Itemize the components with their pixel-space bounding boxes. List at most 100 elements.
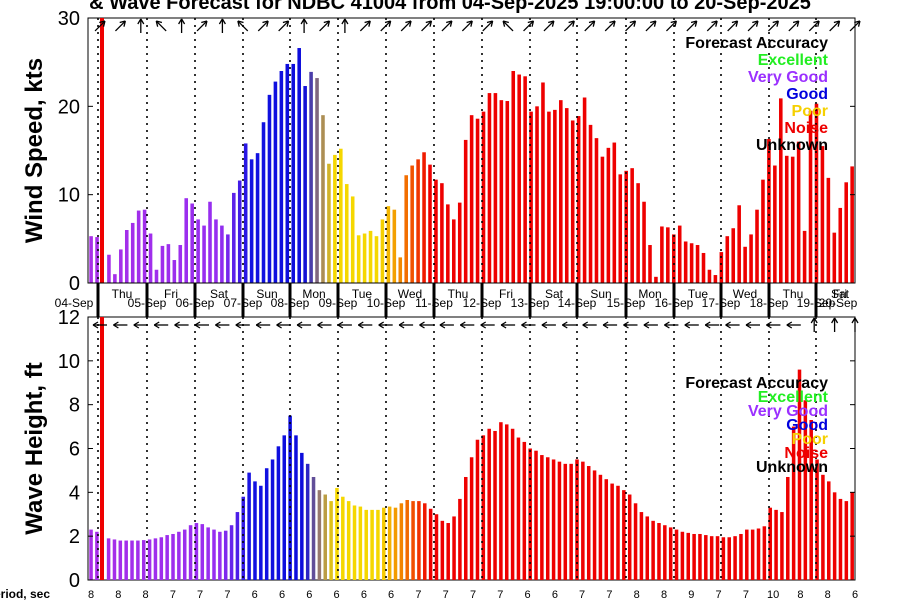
direction-arrow	[829, 20, 841, 32]
bar	[633, 503, 638, 580]
arrow-head	[439, 321, 446, 329]
bar	[581, 461, 585, 580]
direction-arrow	[459, 321, 475, 329]
day-name: Sat	[545, 287, 564, 301]
bar	[698, 533, 702, 580]
bar	[674, 529, 679, 580]
bar	[767, 139, 771, 283]
legend-entry: Poor	[792, 431, 828, 448]
bar	[428, 164, 432, 283]
bar	[686, 532, 690, 580]
bar	[762, 526, 767, 580]
arrow-head	[300, 18, 308, 25]
bar	[827, 481, 831, 581]
bar	[398, 257, 403, 283]
day-divider	[814, 283, 818, 317]
direction-arrow	[684, 321, 699, 329]
bar	[791, 426, 796, 580]
bar	[288, 415, 292, 581]
y-tick-label: 10	[58, 351, 80, 373]
period-value: 7	[415, 589, 421, 600]
arrow-head	[831, 317, 839, 324]
bar	[321, 115, 325, 283]
direction-arrow	[215, 321, 230, 329]
period-label: Period, sec	[0, 587, 50, 600]
arrow-shaft	[767, 20, 779, 32]
bar	[481, 111, 486, 283]
arrow-head	[337, 321, 344, 329]
y-tick-label: 0	[69, 273, 80, 295]
bar	[153, 538, 158, 580]
arrow-shaft	[584, 20, 596, 32]
day-date: 08-Sep	[271, 296, 310, 310]
arrow-head	[405, 20, 412, 27]
y-tick-label: 20	[58, 96, 80, 118]
direction-arrow	[237, 20, 249, 32]
bar	[446, 523, 450, 580]
direction-arrow	[341, 18, 349, 33]
bar	[564, 108, 569, 283]
arrow-shaft	[502, 20, 514, 32]
bar	[452, 219, 456, 283]
day-name: Wed	[733, 287, 757, 301]
bar	[267, 94, 272, 283]
bar	[270, 459, 275, 580]
bar	[838, 207, 843, 283]
bar	[657, 523, 661, 580]
bar	[737, 205, 741, 283]
bar	[598, 474, 603, 580]
bar	[294, 435, 298, 580]
arrow-shaft	[808, 20, 820, 32]
bar	[434, 514, 439, 580]
arrow-shaft	[155, 20, 167, 32]
direction-arrow	[194, 321, 209, 329]
period-value: 7	[224, 589, 230, 600]
bar	[399, 503, 404, 580]
bar	[551, 459, 556, 580]
bar	[323, 494, 327, 580]
arrow-head	[609, 20, 616, 27]
bar	[517, 74, 521, 283]
bar	[166, 244, 171, 283]
bar	[475, 439, 480, 580]
day-date: 07-Sep	[224, 296, 263, 310]
arrow-head	[854, 20, 861, 27]
direction-arrow	[788, 20, 800, 32]
direction-arrow	[113, 321, 128, 329]
legend-entry: Unknown	[756, 137, 828, 154]
period-value: 8	[634, 589, 640, 600]
bar	[112, 539, 117, 580]
bar	[237, 180, 242, 283]
arrow-head	[378, 321, 385, 329]
bar	[107, 254, 111, 283]
direction-arrow	[461, 20, 473, 32]
arrow-head	[178, 18, 186, 25]
arrow-head	[684, 321, 691, 329]
bar	[212, 529, 216, 580]
bar	[276, 446, 281, 580]
bar	[779, 98, 783, 283]
bar	[651, 520, 655, 580]
direction-arrow	[441, 20, 453, 32]
period-value: 10	[767, 589, 779, 600]
period-value: 8	[88, 589, 94, 600]
y-tick-label: 12	[58, 307, 80, 329]
arrow-head	[602, 321, 609, 329]
arrow-shaft	[665, 20, 677, 32]
day-name: Sun	[590, 287, 611, 301]
legend-entry: Poor	[792, 103, 828, 120]
bar	[352, 505, 357, 580]
bar	[749, 234, 753, 283]
bar	[311, 476, 316, 580]
arrow-head	[725, 321, 731, 329]
day-date: 18-Sep	[750, 296, 789, 310]
bar	[315, 78, 319, 283]
arrow-head	[527, 20, 535, 27]
period-value: 7	[170, 589, 176, 600]
bar	[229, 525, 234, 580]
direction-arrow	[359, 20, 371, 32]
direction-arrow	[357, 321, 373, 329]
day-divider	[288, 283, 292, 317]
direction-arrow	[831, 317, 839, 332]
bar	[376, 509, 380, 580]
